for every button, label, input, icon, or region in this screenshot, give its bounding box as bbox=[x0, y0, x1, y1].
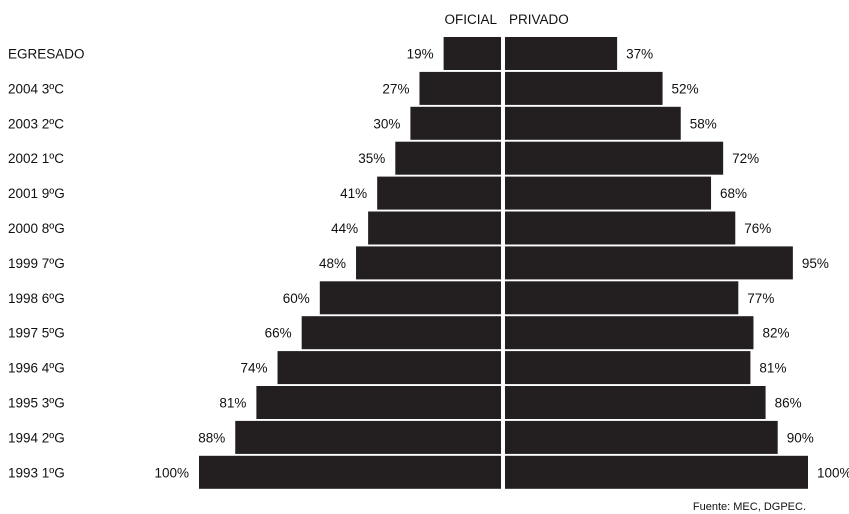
value-label-privado: 77% bbox=[747, 291, 774, 306]
category-label: 1995 3ºG bbox=[8, 396, 65, 411]
category-label: 1994 2ºG bbox=[8, 430, 65, 445]
bar-oficial bbox=[410, 106, 501, 140]
bar-privado bbox=[505, 316, 754, 350]
value-label-oficial: 44% bbox=[331, 221, 358, 236]
bar-privado bbox=[505, 281, 739, 315]
bar-privado bbox=[505, 351, 751, 385]
value-label-privado: 86% bbox=[775, 396, 802, 411]
category-label: 1999 7ºG bbox=[8, 256, 65, 271]
value-label-oficial: 74% bbox=[240, 361, 267, 376]
bar-privado bbox=[505, 176, 712, 210]
value-label-privado: 82% bbox=[762, 326, 789, 341]
value-label-privado: 68% bbox=[720, 186, 747, 201]
bars-group: EGRESADO 19% 37% 2004 3ºC 27% 52% 2003 2ºC 30% 5… bbox=[8, 37, 849, 489]
value-label-oficial: 35% bbox=[358, 151, 385, 166]
left-header: OFICIAL bbox=[444, 12, 497, 27]
value-label-privado: 100% bbox=[817, 465, 849, 480]
category-label: 2003 2ºC bbox=[8, 116, 64, 131]
bar-privado bbox=[505, 37, 618, 70]
value-label-oficial: 60% bbox=[283, 291, 310, 306]
value-label-oficial: 30% bbox=[373, 116, 400, 131]
value-label-oficial: 27% bbox=[382, 81, 409, 96]
value-label-oficial: 66% bbox=[265, 326, 292, 341]
value-label-oficial: 88% bbox=[198, 430, 225, 445]
value-label-oficial: 19% bbox=[407, 47, 434, 62]
category-label: 1993 1ºG bbox=[8, 465, 65, 480]
category-label: 1998 6ºG bbox=[8, 291, 65, 306]
value-label-oficial: 48% bbox=[319, 256, 346, 271]
value-label-privado: 95% bbox=[802, 256, 829, 271]
category-label: 2000 8ºG bbox=[8, 221, 65, 236]
bar-oficial bbox=[277, 351, 501, 385]
value-label-privado: 81% bbox=[759, 361, 786, 376]
bar-privado bbox=[505, 420, 778, 454]
bar-oficial bbox=[235, 420, 502, 454]
bar-oficial bbox=[199, 455, 501, 489]
category-label: 2001 9ºG bbox=[8, 186, 65, 201]
source-note: Fuente: MEC, DGPEC. bbox=[693, 501, 806, 513]
category-label: 1997 5ºG bbox=[8, 326, 65, 341]
value-label-privado: 58% bbox=[690, 116, 717, 131]
bar-privado bbox=[505, 246, 793, 280]
category-label: EGRESADO bbox=[8, 47, 85, 62]
bar-privado bbox=[505, 71, 663, 105]
bar-privado bbox=[505, 211, 736, 245]
value-label-privado: 76% bbox=[744, 221, 771, 236]
bar-oficial bbox=[356, 246, 501, 280]
value-label-privado: 52% bbox=[672, 81, 699, 96]
category-label: 2004 3ºC bbox=[8, 81, 64, 96]
value-label-privado: 37% bbox=[626, 47, 653, 62]
value-label-oficial: 81% bbox=[219, 396, 246, 411]
bar-oficial bbox=[368, 211, 501, 245]
value-label-oficial: 41% bbox=[340, 186, 367, 201]
bar-oficial bbox=[395, 141, 501, 175]
bar-oficial bbox=[443, 37, 501, 70]
category-label: 2002 1ºC bbox=[8, 151, 64, 166]
bar-oficial bbox=[301, 316, 501, 350]
value-label-privado: 72% bbox=[732, 151, 759, 166]
bar-privado bbox=[505, 141, 724, 175]
bar-privado bbox=[505, 455, 808, 489]
value-label-privado: 90% bbox=[787, 430, 814, 445]
bar-oficial bbox=[419, 71, 501, 105]
right-header: PRIVADO bbox=[509, 12, 569, 27]
value-label-oficial: 100% bbox=[154, 465, 189, 480]
bar-oficial bbox=[377, 176, 501, 210]
bar-privado bbox=[505, 106, 681, 140]
category-label: 1996 4ºG bbox=[8, 361, 65, 376]
bar-privado bbox=[505, 386, 766, 419]
bar-oficial bbox=[319, 281, 501, 315]
bar-oficial bbox=[256, 386, 501, 419]
